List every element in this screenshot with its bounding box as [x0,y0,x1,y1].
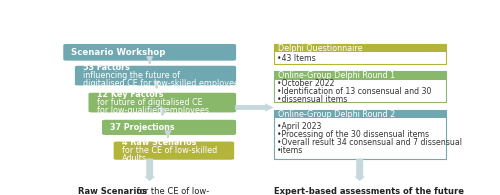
Text: 37 Projections: 37 Projections [110,123,175,132]
Text: Online-Group Delphi Round 2: Online-Group Delphi Round 2 [278,110,395,119]
FancyBboxPatch shape [274,110,446,159]
Text: •October 2022: •October 2022 [277,79,334,88]
Text: 4 Raw Scenarios: 4 Raw Scenarios [122,138,196,147]
Text: •Processing of the 30 dissensual items: •Processing of the 30 dissensual items [277,130,429,139]
Text: for low-qualified employees: for low-qualified employees [96,106,208,115]
FancyBboxPatch shape [88,93,236,113]
Text: Expert-based assessments of the future
development of CE for low-skilled workers: Expert-based assessments of the future d… [274,187,474,195]
FancyBboxPatch shape [64,44,236,61]
Text: Raw Scenarios: Raw Scenarios [78,187,147,195]
FancyBboxPatch shape [274,71,446,102]
Text: Scenario Workshop: Scenario Workshop [72,48,166,57]
FancyBboxPatch shape [274,44,446,52]
Text: Adults: Adults [122,154,147,163]
Text: digitalised CE for low-skilled employees: digitalised CE for low-skilled employees [83,79,243,88]
FancyBboxPatch shape [274,71,446,80]
Text: for future of digitalised CE: for future of digitalised CE [96,98,202,107]
Polygon shape [235,103,274,112]
Polygon shape [354,159,365,181]
Text: Online-Group Delphi Round 1: Online-Group Delphi Round 1 [278,71,394,80]
Text: •April 2023: •April 2023 [277,122,321,131]
FancyBboxPatch shape [102,120,236,135]
Text: 12 Key Factors: 12 Key Factors [96,90,163,99]
Text: •dissensual items: •dissensual items [277,95,347,104]
Text: •43 Items: •43 Items [277,54,316,63]
Text: 53 Factors: 53 Factors [83,63,130,72]
FancyBboxPatch shape [114,142,234,160]
Text: •Overall result 34 consensual and 7 dissensual: •Overall result 34 consensual and 7 diss… [277,138,462,147]
FancyBboxPatch shape [75,66,236,85]
FancyBboxPatch shape [274,44,446,64]
Text: •Identification of 13 consensual and 30: •Identification of 13 consensual and 30 [277,87,431,96]
Text: •items: •items [277,146,303,155]
Text: influencing the future of: influencing the future of [83,71,180,80]
Text: for the CE of low-: for the CE of low- [134,187,210,195]
Text: Delphi Questionnaire: Delphi Questionnaire [278,43,362,52]
FancyBboxPatch shape [274,110,446,118]
Polygon shape [144,159,155,181]
Text: for the CE of low-skilled: for the CE of low-skilled [122,146,217,155]
